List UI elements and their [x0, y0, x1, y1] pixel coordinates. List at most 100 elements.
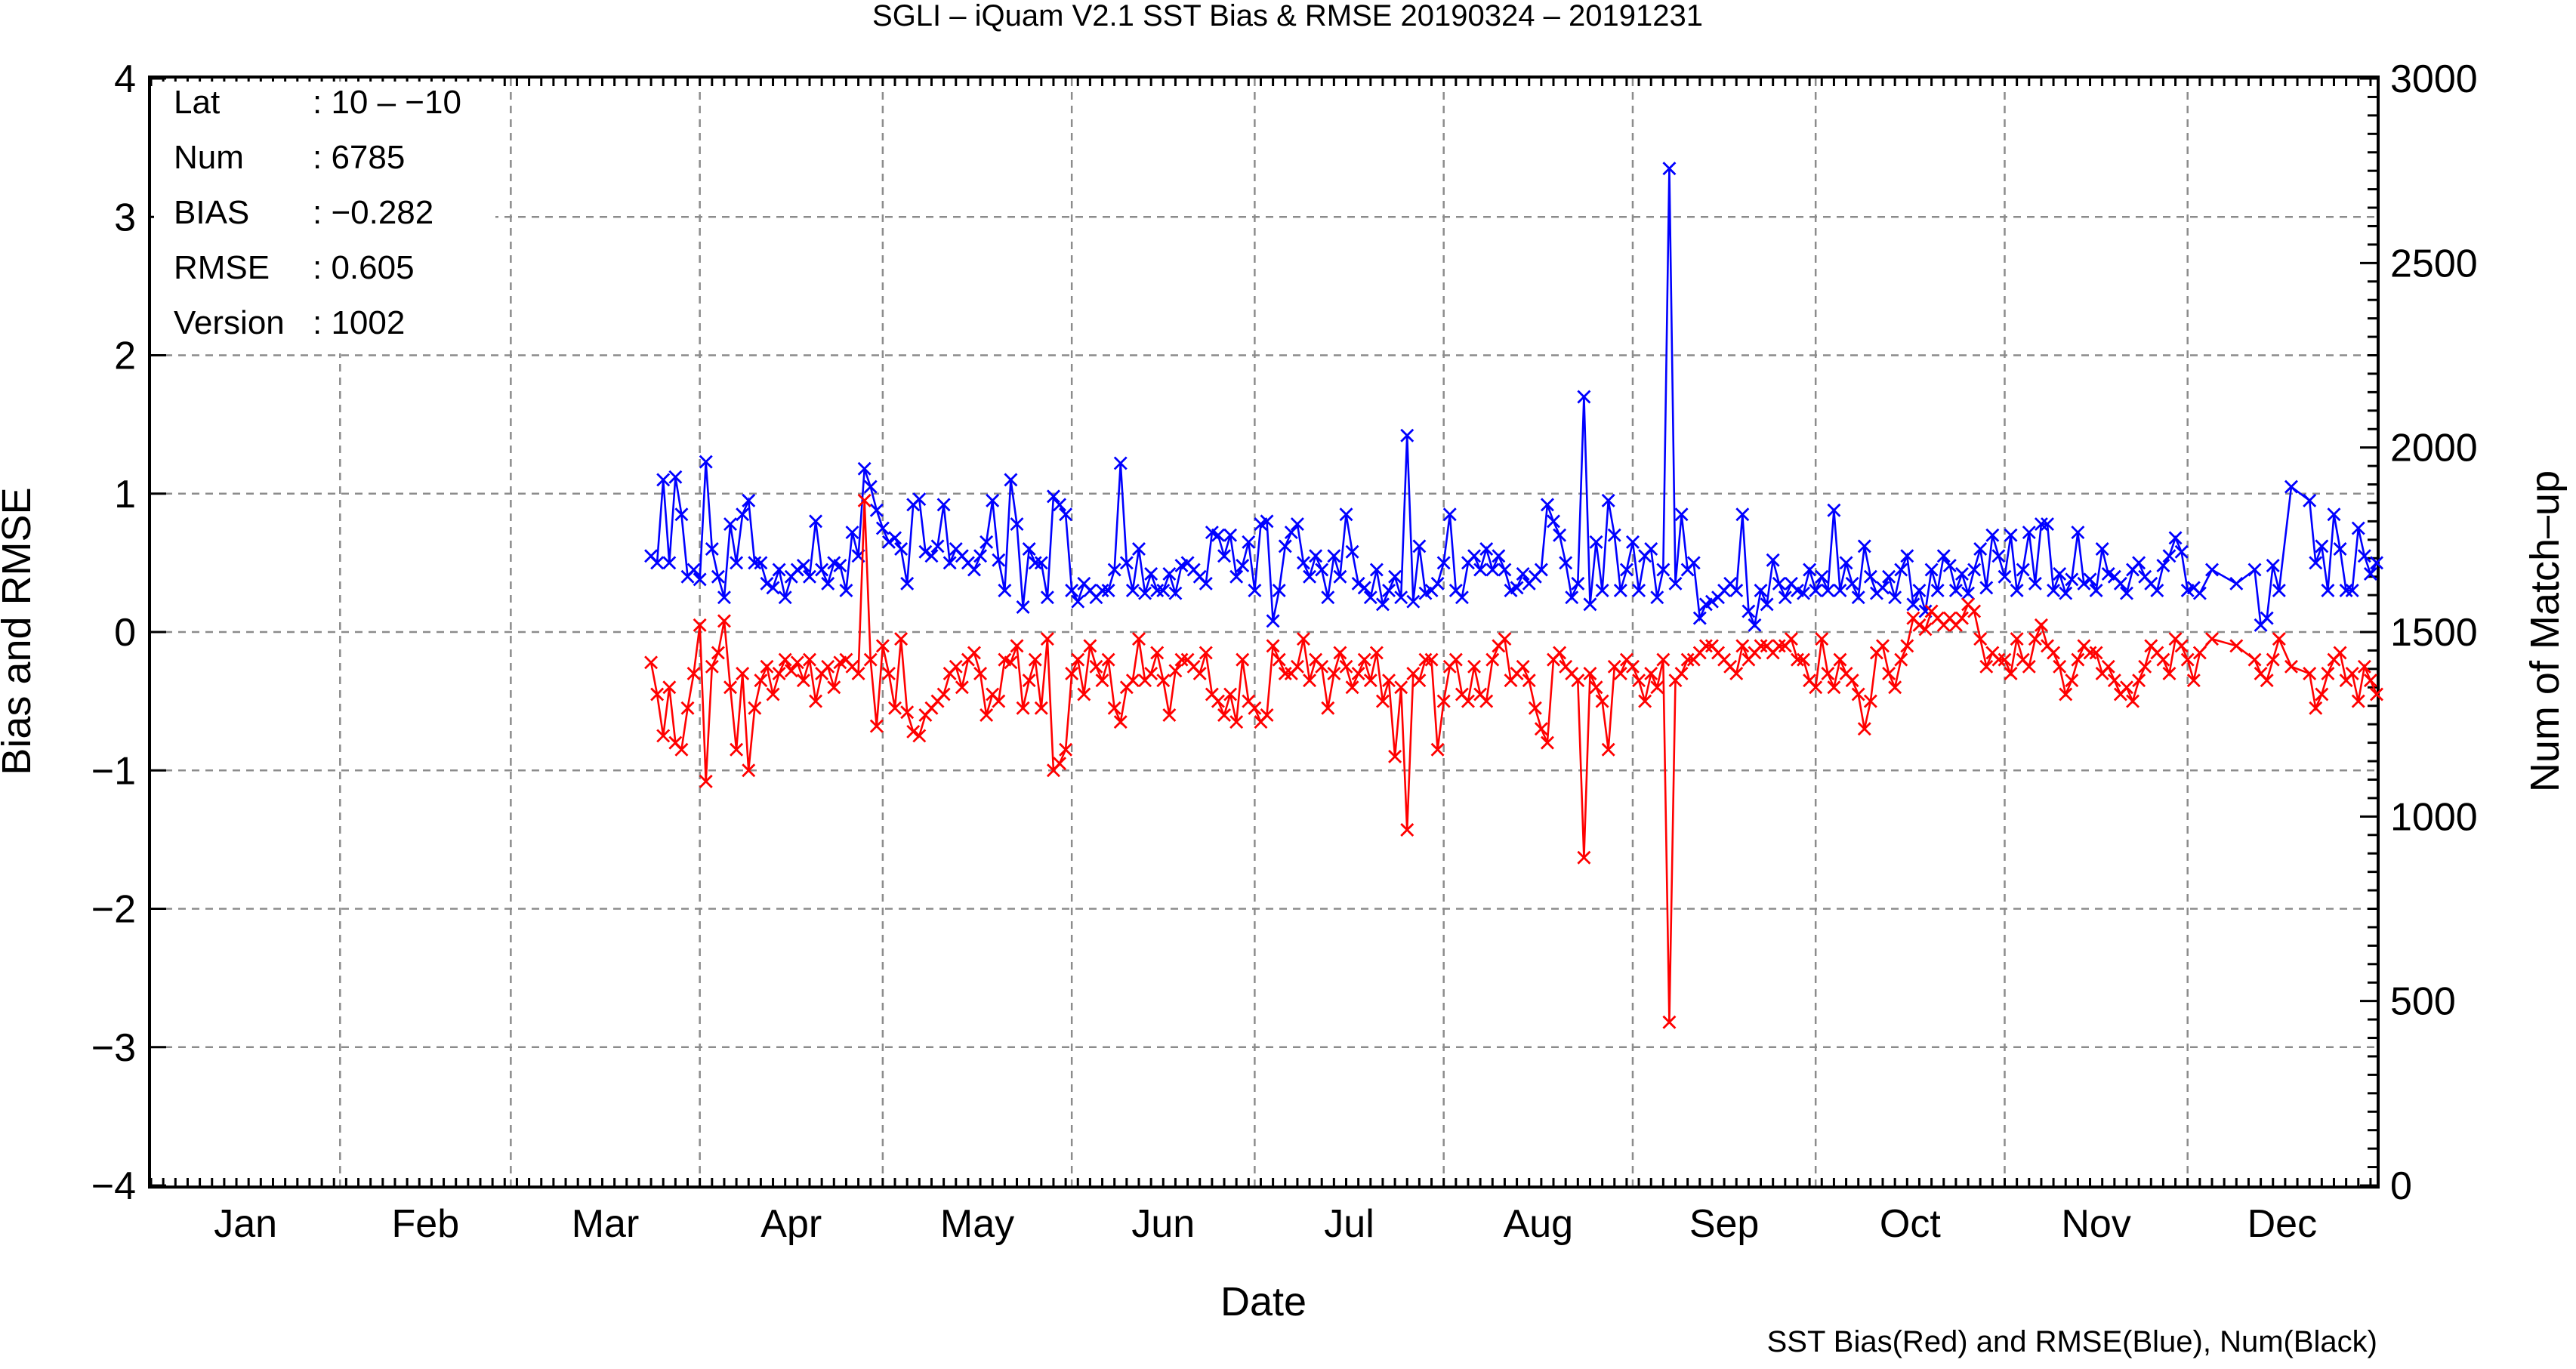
data-point-marker	[1936, 549, 1951, 563]
info-box: Lat: 10 – −10 Num: 6785 BIAS: −0.282 RMSE: …	[154, 82, 495, 353]
data-point-marker	[1223, 528, 1238, 542]
data-point-marker	[1266, 614, 1280, 628]
data-point-marker	[1607, 528, 1621, 542]
data-point-marker	[1065, 584, 1079, 598]
data-point-marker	[1492, 549, 1506, 563]
data-point-marker	[1467, 549, 1482, 563]
data-point-marker	[1528, 701, 1542, 715]
data-point-marker	[2229, 576, 2244, 590]
data-point-marker	[1296, 556, 1310, 570]
data-point-marker	[705, 542, 719, 557]
data-point-marker	[912, 729, 927, 743]
data-point-marker	[1168, 664, 1183, 678]
data-point-marker	[1351, 666, 1365, 680]
data-point-marker	[827, 680, 841, 695]
data-point-marker	[1741, 604, 1756, 618]
data-point-marker	[1101, 584, 1115, 598]
data-point-marker	[1973, 542, 1988, 557]
data-point-marker	[1144, 666, 1158, 680]
data-point-marker	[936, 498, 951, 512]
data-point-marker	[1735, 507, 1750, 522]
data-point-marker	[1071, 652, 1085, 667]
data-point-marker	[1961, 586, 1976, 600]
data-point-marker	[881, 666, 896, 680]
data-point-marker	[1954, 567, 1969, 581]
data-point-marker	[1010, 639, 1024, 653]
data-point-marker	[766, 687, 780, 701]
data-point-marker	[2065, 572, 2079, 587]
data-point-marker	[1857, 539, 1871, 553]
data-point-marker	[1498, 632, 1512, 646]
data-point-marker	[1583, 597, 1597, 612]
data-point-marker	[821, 659, 835, 674]
data-point-marker	[1674, 507, 1689, 522]
data-point-marker	[1809, 680, 1823, 695]
data-point-marker	[1534, 722, 1548, 736]
data-point-marker	[2047, 646, 2061, 660]
data-point-marker	[949, 659, 963, 674]
data-point-marker	[1930, 584, 1945, 598]
data-point-marker	[2162, 666, 2176, 680]
data-point-marker	[1351, 576, 1365, 590]
data-point-marker	[1833, 652, 1847, 667]
data-point-marker	[1998, 652, 2012, 667]
data-point-marker	[766, 581, 780, 595]
data-point-marker	[1595, 694, 1609, 708]
data-point-marker	[1473, 563, 1488, 577]
y2-tick-label: 1500	[2390, 611, 2478, 655]
data-point-marker	[1315, 563, 1329, 577]
y2-tick-label: 0	[2390, 1164, 2412, 1208]
right-axis-tick-labels: 0 500 1000 1500 2000 2500 3000	[2390, 57, 2478, 1208]
data-point-marker	[1894, 652, 1908, 667]
data-point-marker	[906, 724, 921, 738]
data-point-marker	[863, 479, 878, 494]
data-point-marker	[723, 680, 738, 695]
data-point-marker	[754, 674, 768, 688]
x-axis-label: Date	[1220, 1279, 1307, 1324]
left-axis-tick-labels: −4 −3 −2 −1 0 1 2 3 4	[91, 57, 136, 1208]
data-point-marker	[2010, 632, 2024, 646]
data-point-marker	[2363, 567, 2377, 581]
data-point-marker	[1053, 498, 1067, 512]
y2-tick-label: 2000	[2390, 427, 2478, 470]
data-point-marker	[1303, 569, 1317, 584]
data-point-marker	[778, 652, 792, 667]
data-point-marker	[979, 708, 994, 722]
data-point-marker	[1156, 584, 1171, 598]
data-point-marker	[1455, 590, 1469, 605]
data-point-marker	[1125, 674, 1140, 688]
x-tick-label: Sep	[1689, 1202, 1760, 1246]
data-point-marker	[1948, 584, 1963, 598]
data-point-marker	[1260, 708, 1274, 722]
data-point-marker	[1967, 604, 1982, 618]
data-point-marker	[1211, 694, 1225, 708]
data-point-marker	[693, 572, 707, 587]
data-point-marker	[1040, 590, 1054, 605]
data-point-marker	[2205, 632, 2219, 646]
data-point-marker	[1309, 549, 1323, 563]
data-point-marker	[2168, 531, 2183, 545]
data-point-marker	[1077, 687, 1091, 701]
data-point-marker	[1388, 749, 1402, 763]
data-point-marker	[979, 535, 994, 549]
data-point-marker	[1979, 659, 1994, 674]
data-point-marker	[1150, 646, 1165, 660]
data-point-marker	[1278, 539, 1292, 553]
data-point-marker	[1729, 666, 1744, 680]
x-axis-tick-labels: Jan Feb Mar Apr May Jun Jul Aug Sep Oct Nov Dec	[214, 1202, 2317, 1246]
data-point-marker	[1991, 652, 2006, 667]
data-point-marker	[1632, 584, 1646, 598]
data-point-marker	[851, 666, 865, 680]
data-point-marker	[2028, 632, 2042, 646]
data-point-marker	[2156, 652, 2170, 667]
data-point-marker	[2016, 563, 2030, 577]
data-point-marker	[2004, 666, 2018, 680]
data-point-marker	[1278, 666, 1292, 680]
data-point-marker	[1290, 659, 1304, 674]
data-point-marker	[1625, 659, 1640, 674]
data-point-marker	[888, 531, 902, 545]
data-point-marker	[2034, 618, 2048, 632]
data-point-marker	[1888, 680, 1902, 695]
data-point-marker	[754, 556, 768, 570]
x-tick-label: Feb	[392, 1202, 460, 1246]
